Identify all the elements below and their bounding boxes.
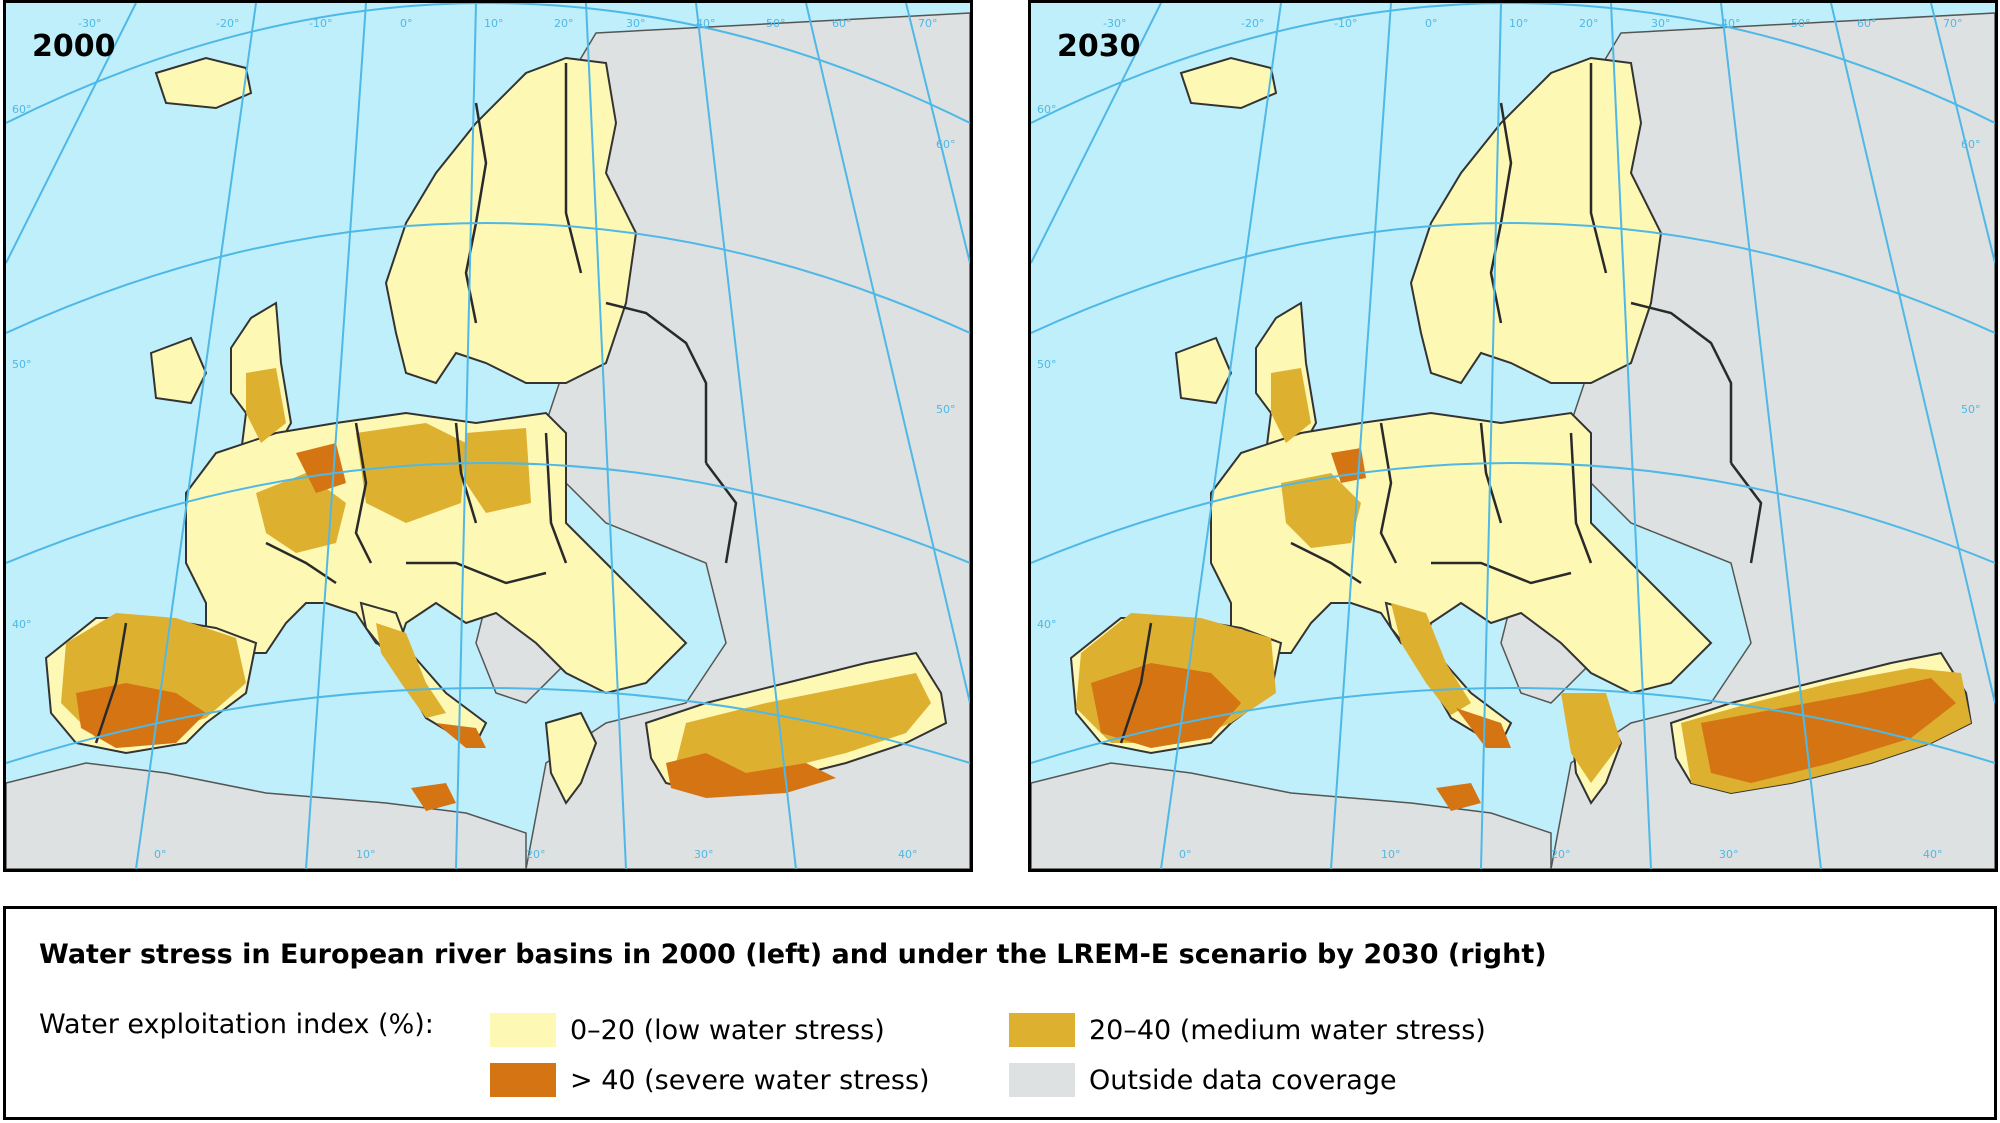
legend-swatch-medium xyxy=(1009,1013,1075,1047)
severe-iberia xyxy=(1091,663,1241,748)
graticule xyxy=(6,3,970,869)
medium-france xyxy=(1281,473,1361,548)
legend-index-label: Water exploitation index (%): xyxy=(39,1009,434,1040)
legend-item-medium: 20–40 (medium water stress) xyxy=(1009,1012,1486,1048)
right-lat-label: 60° xyxy=(936,138,956,151)
land-iceland xyxy=(1179,56,1278,110)
bottom-lon-label: 40° xyxy=(898,848,918,861)
bottom-lon-label: 30° xyxy=(694,848,714,861)
legend-swatch-low xyxy=(490,1013,556,1047)
top-lon-label: -10° xyxy=(1334,17,1357,30)
left-lat-label: 50° xyxy=(12,358,32,371)
map-year-label: 2030 xyxy=(1057,29,1141,64)
severe-iberia xyxy=(76,683,206,748)
severe-turkey xyxy=(1701,678,1956,783)
top-lon-label: -30° xyxy=(1103,17,1126,30)
legend-item-low: 0–20 (low water stress) xyxy=(490,1012,885,1048)
legend-title: Water stress in European river basins in… xyxy=(39,939,1547,970)
country-borders xyxy=(94,63,738,744)
top-lon-label: -20° xyxy=(1241,17,1264,30)
bottom-lon-label: 20° xyxy=(1551,848,1571,861)
legend-item-severe: > 40 (severe water stress) xyxy=(490,1062,930,1098)
bottom-lon-label: 40° xyxy=(1923,848,1943,861)
top-lon-label: -20° xyxy=(216,17,239,30)
medium-italy xyxy=(1391,603,1471,715)
left-lat-label: 50° xyxy=(1037,358,1057,371)
top-lon-label: 40° xyxy=(696,17,716,30)
legend-item-label: 20–40 (medium water stress) xyxy=(1089,1014,1486,1046)
outside-land-africa xyxy=(6,762,527,869)
top-lon-label: 0° xyxy=(400,17,413,30)
map-2030-canvas: -30° -20° -10° 0° 10° 20° 30° 40° 50° 60… xyxy=(1031,3,1995,869)
severe-sicily xyxy=(411,783,456,811)
bottom-lon-label: 20° xyxy=(526,848,546,861)
right-lat-label: 60° xyxy=(1961,138,1981,151)
top-lon-label: -30° xyxy=(78,17,101,30)
left-lat-label: 40° xyxy=(1037,618,1057,631)
top-lon-label: 20° xyxy=(1579,17,1599,30)
top-lon-label: 70° xyxy=(918,17,938,30)
legend-item-label: > 40 (severe water stress) xyxy=(570,1064,930,1096)
left-lat-label: 60° xyxy=(12,103,32,116)
severe-turkey xyxy=(666,753,836,798)
severe-italy-south xyxy=(436,723,486,748)
top-lon-label: 40° xyxy=(1721,17,1741,30)
bottom-lon-label: 30° xyxy=(1719,848,1739,861)
medium-greece xyxy=(1561,693,1621,783)
top-lon-label: 60° xyxy=(1857,17,1877,30)
legend-item-label: 0–20 (low water stress) xyxy=(570,1014,885,1046)
top-lon-label: 70° xyxy=(1943,17,1963,30)
bottom-lon-label: 10° xyxy=(356,848,376,861)
top-lon-label: 30° xyxy=(1651,17,1671,30)
legend: Water stress in European river basins in… xyxy=(3,906,1997,1120)
medium-poland xyxy=(466,428,531,513)
top-lon-label: 60° xyxy=(832,17,852,30)
graticule-labels: -30° -20° -10° 0° 10° 20° 30° 40° 50° 60… xyxy=(12,17,956,861)
medium-germany xyxy=(356,423,466,523)
bottom-lon-label: 0° xyxy=(154,848,167,861)
top-lon-label: 10° xyxy=(484,17,504,30)
medium-france-benelux xyxy=(256,473,346,553)
medium-turkey xyxy=(676,673,931,783)
map-2030: -30° -20° -10° 0° 10° 20° 30° 40° 50° 60… xyxy=(1028,0,1998,872)
land-ireland xyxy=(149,336,208,405)
medium-italy xyxy=(376,623,446,718)
top-lon-label: 50° xyxy=(1791,17,1811,30)
top-lon-label: 30° xyxy=(626,17,646,30)
land-ireland xyxy=(1174,336,1233,405)
severe-sicily xyxy=(1436,783,1481,811)
land-italy xyxy=(359,601,488,745)
top-lon-label: 0° xyxy=(1425,17,1438,30)
legend-item-label: Outside data coverage xyxy=(1089,1064,1397,1096)
legend-swatch-outside xyxy=(1009,1063,1075,1097)
right-lat-label: 50° xyxy=(1961,403,1981,416)
top-lon-label: -10° xyxy=(309,17,332,30)
bottom-lon-label: 10° xyxy=(1381,848,1401,861)
legend-swatch-severe xyxy=(490,1063,556,1097)
top-lon-label: 50° xyxy=(766,17,786,30)
legend-item-outside: Outside data coverage xyxy=(1009,1062,1397,1098)
right-lat-label: 50° xyxy=(936,403,956,416)
left-lat-label: 40° xyxy=(12,618,32,631)
land-scandinavia xyxy=(1409,56,1663,385)
bottom-lon-label: 0° xyxy=(1179,848,1192,861)
medium-britain xyxy=(1271,368,1311,443)
top-lon-label: 10° xyxy=(1509,17,1529,30)
top-lon-label: 20° xyxy=(554,17,574,30)
medium-britain xyxy=(246,368,286,443)
left-lat-label: 60° xyxy=(1037,103,1057,116)
outside-land-africa xyxy=(1031,762,1552,869)
map-2000-canvas: -30° -20° -10° 0° 10° 20° 30° 40° 50° 60… xyxy=(6,3,970,869)
land-iceland xyxy=(154,56,253,110)
graticule xyxy=(1031,3,1995,869)
land-greece xyxy=(544,711,598,805)
graticule-labels: -30° -20° -10° 0° 10° 20° 30° 40° 50° 60… xyxy=(1037,17,1981,861)
land-scandinavia xyxy=(384,56,638,385)
map-2000: -30° -20° -10° 0° 10° 20° 30° 40° 50° 60… xyxy=(3,0,973,872)
map-year-label: 2000 xyxy=(32,29,116,64)
